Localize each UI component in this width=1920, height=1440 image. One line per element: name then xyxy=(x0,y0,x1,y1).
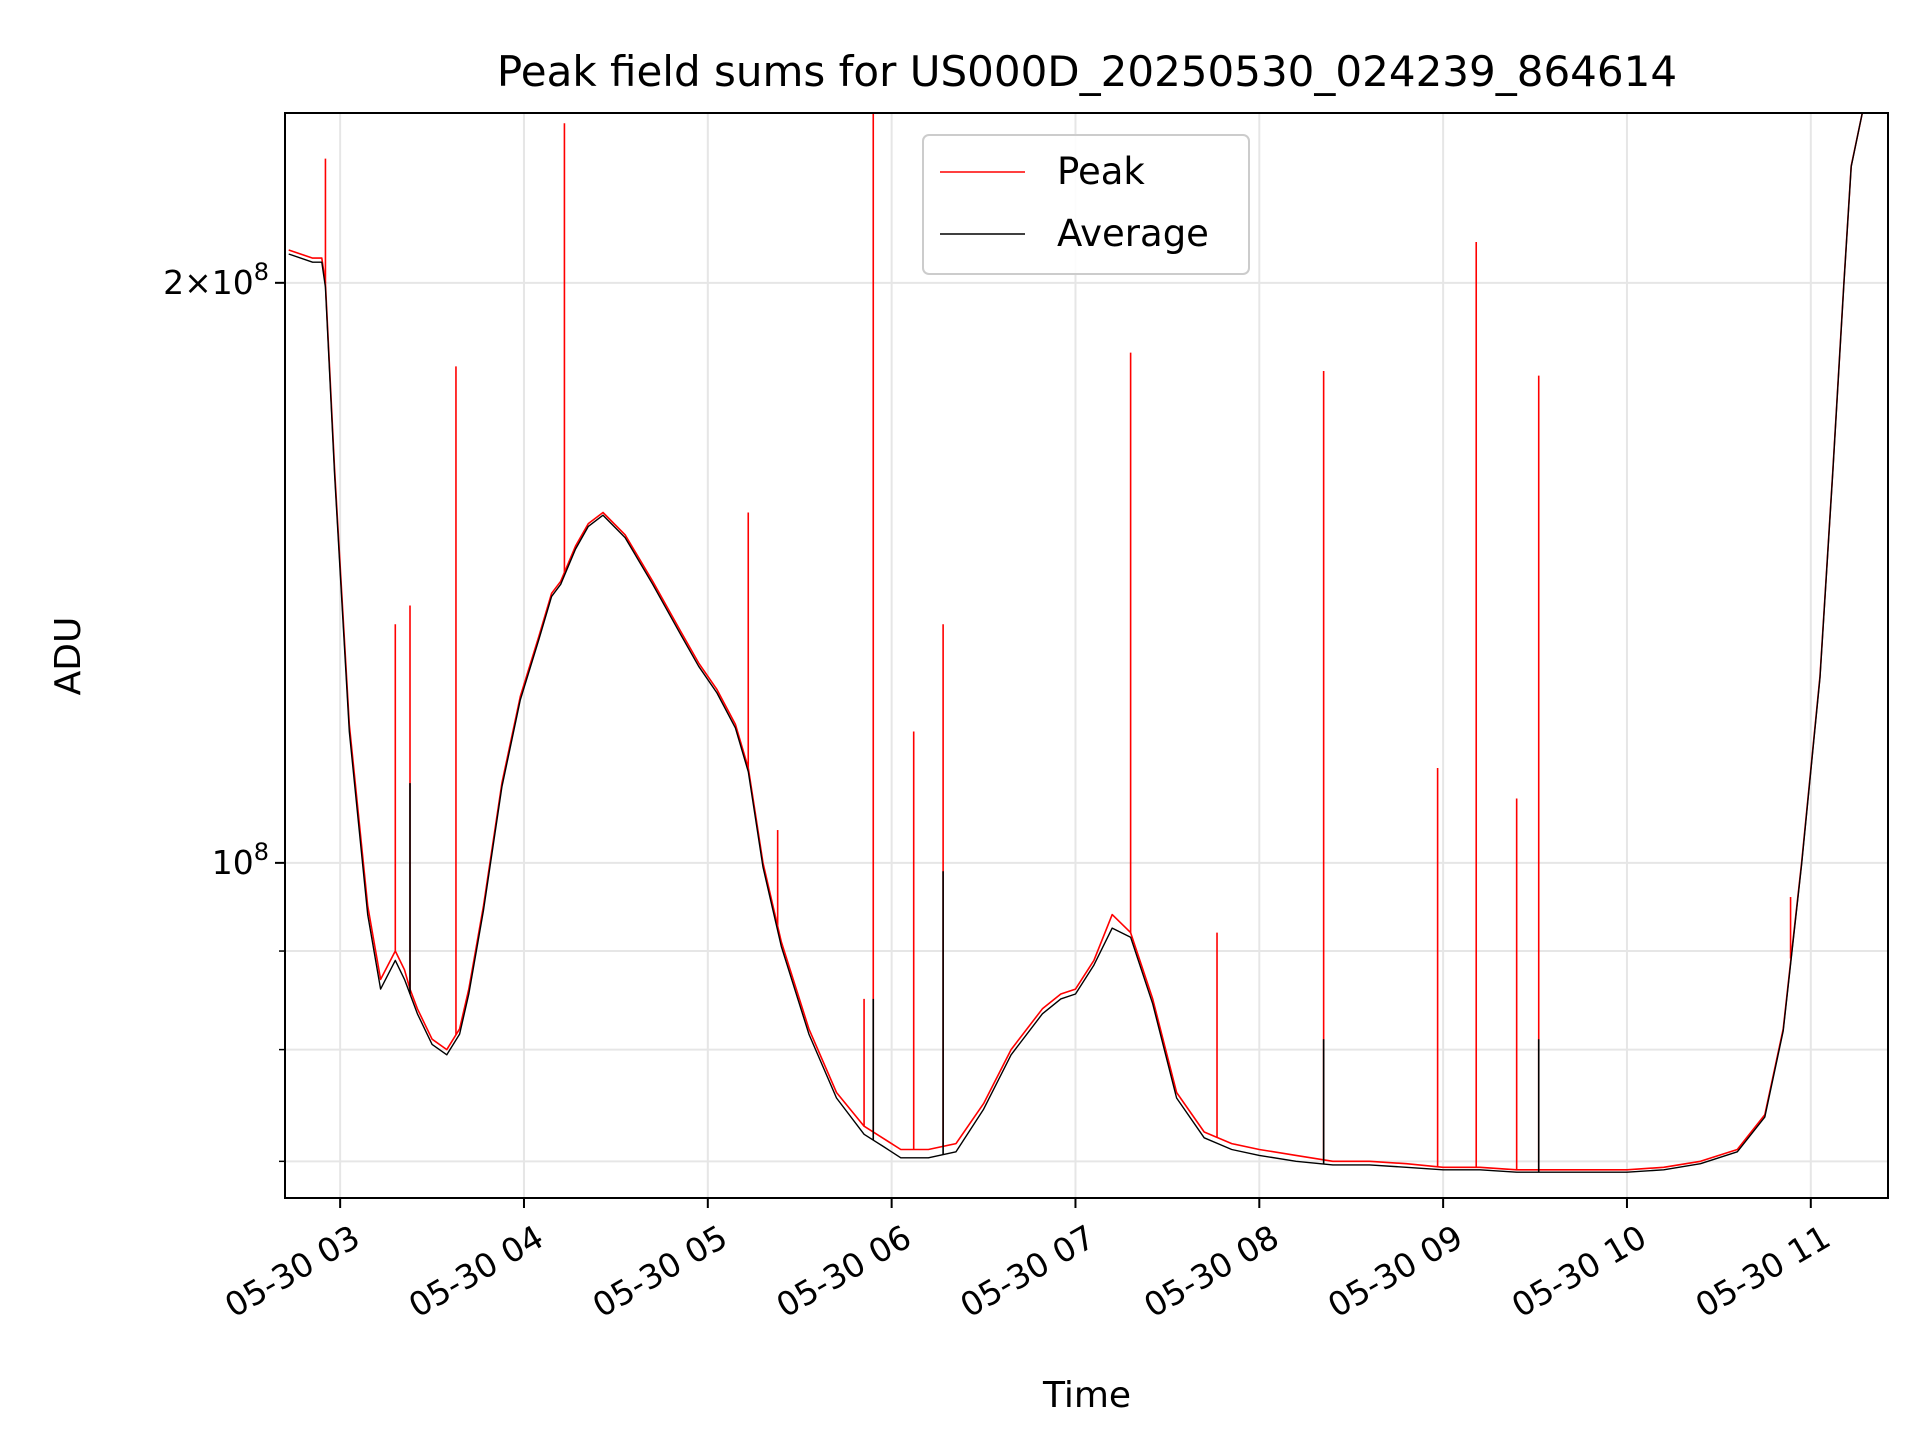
chart-title: Peak field sums for US000D_20250530_0242… xyxy=(497,47,1677,96)
series-line-peak xyxy=(288,113,1866,1171)
legend-label-peak: Peak xyxy=(1057,150,1145,193)
plot-area xyxy=(288,113,1866,1173)
y-axis: 108 2×108 xyxy=(163,258,285,1163)
plot-frame xyxy=(284,112,1889,1199)
legend-box xyxy=(922,134,1250,275)
y-axis-label: ADU xyxy=(48,617,89,696)
x-axis-label: Time xyxy=(1042,1375,1131,1416)
y-tick-label: 2×108 xyxy=(163,258,269,302)
y-tick-label: 108 xyxy=(212,838,269,882)
series-line-average xyxy=(288,113,1866,1173)
grid xyxy=(285,113,1888,1198)
legend: Peak Average xyxy=(922,134,1250,275)
legend-label-average: Average xyxy=(1057,212,1209,255)
